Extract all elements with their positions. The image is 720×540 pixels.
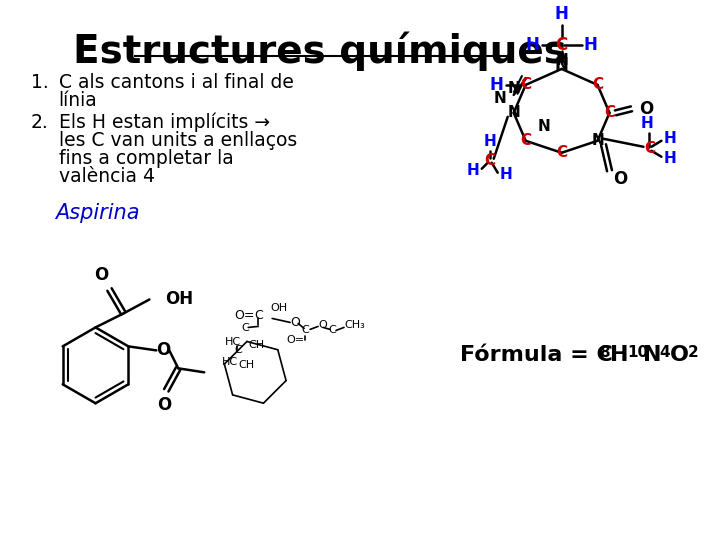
Text: C als cantons i al final de: C als cantons i al final de (58, 73, 294, 92)
Text: O: O (318, 320, 327, 330)
Text: Estructures químiques: Estructures químiques (73, 31, 567, 71)
Text: Fórmula = C: Fórmula = C (460, 346, 613, 366)
Text: C: C (328, 326, 336, 335)
Text: N: N (555, 53, 568, 69)
Text: HC: HC (225, 338, 241, 347)
Text: fins a completar la: fins a completar la (58, 148, 233, 168)
Text: C: C (555, 36, 568, 54)
Text: OH: OH (166, 291, 194, 308)
Text: C: C (644, 141, 655, 156)
Text: Aspirina: Aspirina (55, 202, 140, 222)
Text: O: O (156, 341, 171, 360)
Text: H: H (641, 116, 654, 131)
Text: H: H (483, 134, 496, 148)
Text: O=: O= (235, 309, 255, 322)
Text: CH₃: CH₃ (344, 320, 365, 330)
Text: C: C (604, 105, 615, 120)
Text: H: H (526, 36, 540, 54)
Text: N: N (554, 56, 569, 74)
Text: O: O (670, 346, 688, 366)
Text: N: N (537, 119, 550, 134)
Text: N: N (644, 346, 662, 366)
Text: H: H (663, 151, 676, 166)
Text: C: C (301, 326, 309, 335)
Text: OH: OH (270, 303, 287, 313)
Text: N: N (591, 133, 604, 148)
Text: O: O (613, 170, 628, 188)
Text: N: N (493, 91, 506, 106)
Text: HC: HC (222, 357, 238, 367)
Text: les C van units a enllaços: les C van units a enllaços (58, 131, 297, 150)
Text: línia: línia (58, 91, 97, 110)
Text: H: H (500, 167, 513, 182)
Text: O: O (94, 266, 109, 284)
Text: 8: 8 (600, 346, 610, 360)
Text: N: N (508, 105, 520, 120)
Text: 4: 4 (660, 346, 670, 360)
Text: CH: CH (238, 360, 254, 370)
Text: 2: 2 (688, 346, 698, 360)
Text: Els H estan implícits →: Els H estan implícits → (58, 113, 270, 132)
Text: C: C (241, 323, 249, 333)
Text: 1.: 1. (31, 73, 48, 92)
Text: H: H (610, 346, 628, 366)
Text: C: C (235, 346, 242, 355)
Text: C: C (592, 77, 603, 92)
Text: CH: CH (248, 340, 264, 350)
Text: H: H (467, 163, 480, 178)
Text: C: C (484, 153, 495, 168)
Text: 2.: 2. (31, 113, 48, 132)
Text: H: H (490, 76, 504, 94)
Text: O: O (157, 396, 171, 414)
Text: 10: 10 (627, 346, 649, 360)
Text: C: C (520, 133, 531, 148)
Text: N: N (508, 82, 520, 96)
Text: C: C (556, 145, 567, 160)
Text: O: O (639, 100, 654, 118)
Text: C: C (520, 77, 531, 92)
Text: valència 4: valència 4 (58, 167, 155, 186)
Text: H: H (584, 36, 598, 54)
Text: H: H (663, 131, 676, 146)
Text: O: O (290, 316, 300, 329)
Text: C: C (254, 309, 263, 322)
Text: O=: O= (286, 335, 304, 346)
Text: H: H (554, 5, 569, 23)
